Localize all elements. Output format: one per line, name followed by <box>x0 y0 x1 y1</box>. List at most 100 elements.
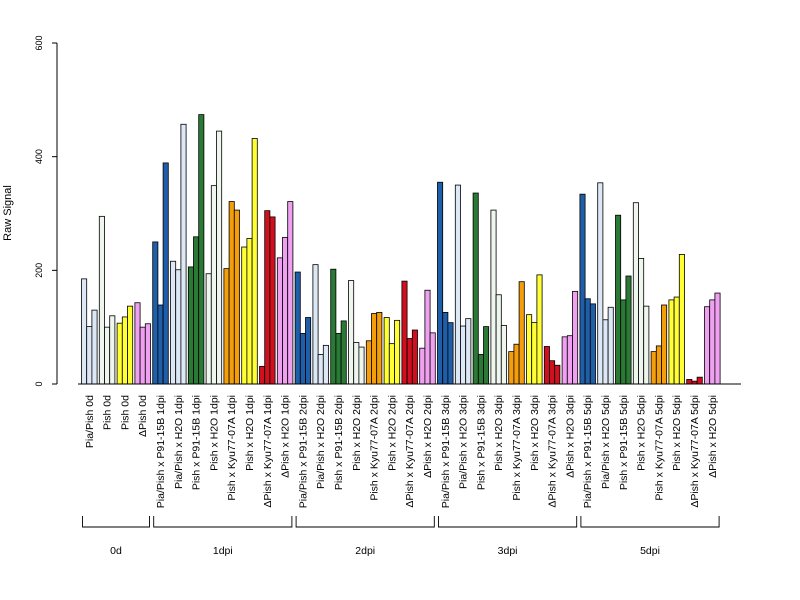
x-tick-label: ΔPish 0d <box>137 395 149 437</box>
bar <box>419 347 426 385</box>
bar <box>549 360 556 385</box>
bar <box>305 317 312 385</box>
bar <box>643 305 650 385</box>
bar <box>454 184 461 385</box>
bar <box>98 215 105 385</box>
bar <box>442 311 449 385</box>
bar <box>566 335 573 385</box>
bar <box>276 257 283 385</box>
bar <box>508 351 515 385</box>
bar <box>121 316 128 385</box>
bar <box>673 296 680 385</box>
bar <box>134 302 141 385</box>
bar <box>251 138 258 385</box>
bar <box>696 376 703 385</box>
bar <box>638 257 645 385</box>
bar <box>241 246 248 385</box>
x-tick-label: Pish x Kyu77-07A 3dpi <box>511 395 523 501</box>
bar <box>383 317 390 385</box>
bar <box>437 181 444 385</box>
bar <box>223 268 230 385</box>
bar <box>572 290 579 385</box>
x-tick-label: Pia/Pish x H2O 1dpi <box>173 395 185 489</box>
bar <box>233 209 240 385</box>
x-tick-label: ΔPish x Kyu77-07A 1dpi <box>262 395 274 508</box>
bar <box>460 325 467 385</box>
bar <box>607 306 614 385</box>
x-tick-label: Pia/Pish x P91-15B 3dpi <box>440 395 452 508</box>
x-tick-label: Pish x H2O 1dpi <box>244 395 256 471</box>
bar <box>704 306 711 385</box>
x-tick-label: Pia/Pish x H2O 2dpi <box>315 395 327 489</box>
group-label: 0d <box>110 545 122 557</box>
bar <box>465 318 472 385</box>
bar <box>81 278 88 385</box>
x-tick-label: Pia/Pish 0d <box>84 395 96 448</box>
bar <box>554 364 561 385</box>
bar <box>500 325 507 385</box>
bar <box>246 238 253 385</box>
bar <box>299 333 306 385</box>
bar <box>686 379 693 385</box>
bar <box>406 338 413 385</box>
x-tick-label: ΔPish x Kyu77-07A 2dpi <box>404 395 416 508</box>
bar <box>228 201 235 385</box>
bar <box>259 365 266 385</box>
bar <box>175 269 182 385</box>
bar <box>210 185 217 385</box>
group-bracket <box>580 516 720 528</box>
x-tick-label: Pish x P91-15B 2dpi <box>333 395 345 490</box>
bar <box>144 323 151 385</box>
bar <box>358 346 365 385</box>
group-label: 3dpi <box>498 545 518 557</box>
bar <box>495 294 502 385</box>
bar <box>282 236 289 385</box>
x-tick-label: Pia/Pish x H2O 5dpi <box>600 395 612 489</box>
x-tick-label: Pish 0d <box>119 395 131 430</box>
x-tick-label: Pish x Kyu77-07A 2dpi <box>369 395 381 501</box>
bar <box>584 298 591 385</box>
group-label: 5dpi <box>640 545 660 557</box>
bar <box>340 320 347 385</box>
bar <box>371 313 378 385</box>
x-tick-label: ΔPish x H2O 5dpi <box>707 395 719 478</box>
x-tick-label: Pish x P91-15B 3dpi <box>475 395 487 490</box>
x-tick-label: Pish x H2O 3dpi <box>493 395 505 471</box>
x-tick-labels: Pia/Pish 0d Pish 0d Pish 0d ΔPish 0d Pia/Pis… <box>84 395 719 508</box>
bar <box>579 193 586 385</box>
bar <box>86 326 93 385</box>
x-tick-label: Pia/Pish x P91-15B 2dpi <box>297 395 309 508</box>
x-tick-label: Pia/Pish x H2O 3dpi <box>458 395 470 489</box>
group-bracket <box>438 516 578 528</box>
bar <box>365 340 372 385</box>
bar <box>483 326 490 385</box>
bar <box>127 305 134 385</box>
bar <box>518 281 525 385</box>
bar <box>193 236 200 385</box>
bar <box>388 343 395 385</box>
bars-layer <box>81 114 721 385</box>
x-tick-label: Pish x Kyu77-07A 5dpi <box>653 395 665 501</box>
x-tick-label: Pish x H2O 5dpi <box>636 395 648 471</box>
bar <box>714 292 721 385</box>
group-bracket <box>82 516 150 528</box>
bar <box>472 192 479 385</box>
group-bracket <box>153 516 293 528</box>
bar <box>322 344 329 385</box>
bar <box>655 345 662 385</box>
bar <box>490 209 497 385</box>
bar <box>424 289 431 385</box>
y-axis-label: Raw Signal <box>2 185 14 241</box>
bar <box>287 201 294 385</box>
x-tick-label: Pish 0d <box>102 395 114 430</box>
y-tick-label: 400 <box>34 149 44 164</box>
bar <box>536 274 543 385</box>
bar <box>661 304 668 385</box>
bar <box>205 273 212 385</box>
bar <box>709 299 716 385</box>
bar <box>348 280 355 385</box>
bar <box>650 351 657 385</box>
bar <box>394 319 401 385</box>
x-tick-label: Pish x P91-15B 1dpi <box>191 395 203 490</box>
